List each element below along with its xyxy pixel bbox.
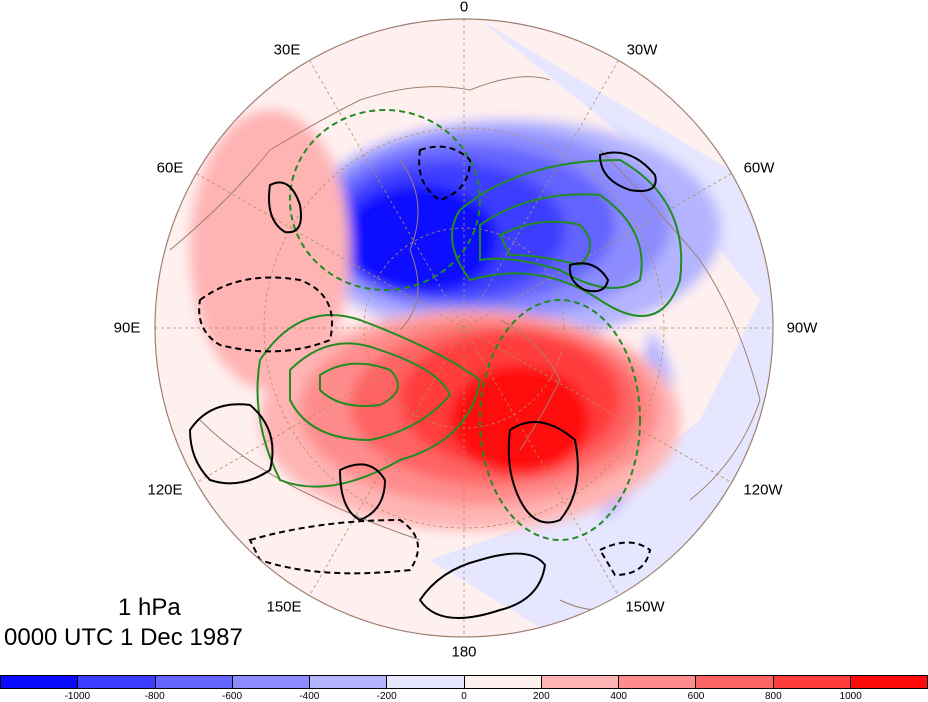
colorbar-tick-label: 1000 (839, 691, 862, 702)
colorbar-tick-label: -200 (376, 691, 397, 702)
colorbar-tick-label: 600 (687, 691, 705, 702)
colorbar-tick-label: 0 (461, 691, 467, 702)
lon-label-60w: 60W (743, 159, 775, 177)
graticule (155, 19, 773, 637)
colorbar-segment (619, 676, 697, 688)
lon-label-120w: 120W (743, 481, 783, 499)
black-dashed-contours (198, 145, 652, 577)
colorbar-segment (464, 676, 542, 688)
colorbar-segment (310, 676, 388, 688)
colorbar-tick-label: 800 (764, 691, 782, 702)
colorbar-segment (773, 676, 851, 688)
colorbar-segment (696, 676, 774, 688)
colorbar-tick-label: -600 (221, 691, 243, 702)
lon-label-0: 0 (459, 0, 469, 16)
green-dashed-contours (289, 109, 641, 541)
lon-label-150e: 150E (266, 598, 302, 616)
map-boundary (154, 18, 774, 638)
colorbar-tick-label: -800 (144, 691, 165, 702)
colorbar (0, 675, 928, 689)
coastlines (169, 76, 761, 611)
colorbar-segment (232, 676, 310, 688)
colorbar-segment (541, 676, 619, 688)
colorbar-tick-label: -400 (299, 691, 320, 702)
colorbar-segment (387, 676, 465, 688)
green-contours (256, 158, 683, 488)
lon-label-60e: 60E (156, 159, 184, 177)
timestamp-label: 0000 UTC 1 Dec 1987 (4, 624, 243, 651)
shaded-anomaly-field (155, 19, 773, 637)
lon-label-120e: 120E (147, 481, 183, 499)
colorbar-tick-label: -1000 (64, 691, 91, 702)
colorbar-segment (155, 676, 233, 688)
colorbar-segment (1, 676, 79, 688)
black-contours (188, 151, 657, 619)
colorbar-tick-label: 200 (532, 691, 550, 702)
lon-label-90e: 90E (113, 319, 141, 337)
pressure-level-label: 1 hPa (118, 594, 181, 621)
lon-label-30e: 30E (273, 41, 301, 59)
colorbar-tick-label: 400 (610, 691, 627, 702)
lon-label-150w: 150W (625, 598, 665, 616)
lon-label-90w: 90W (786, 319, 818, 337)
lon-label-30w: 30W (626, 41, 658, 59)
lon-label-180: 180 (451, 643, 477, 661)
colorbar-segment (78, 676, 156, 688)
colorbar-segment (850, 676, 927, 688)
